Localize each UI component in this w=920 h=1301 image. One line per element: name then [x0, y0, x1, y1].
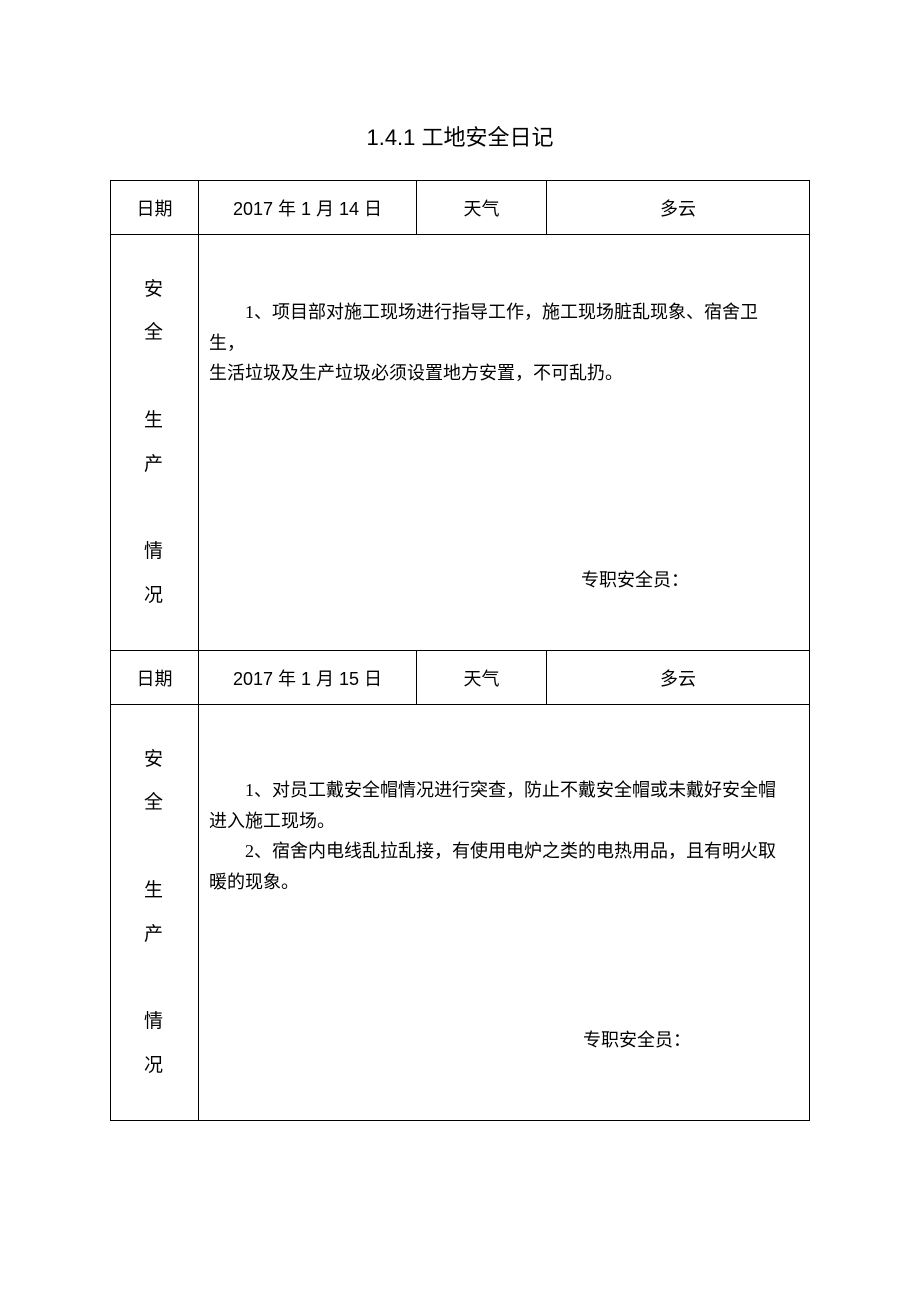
page-container: 1.4.1 工地安全日记 日期 2017 年 1 月 14 日 天气 多云 安全… — [0, 0, 920, 1121]
signature-label: 专职安全员： — [581, 566, 689, 592]
side-label: 安全生产情况 — [111, 705, 199, 1121]
signature-label: 专职安全员： — [583, 1026, 691, 1052]
document-title: 1.4.1 工地安全日记 — [110, 120, 810, 152]
content-line: 进入施工现场。 — [209, 806, 789, 837]
weather-label: 天气 — [417, 181, 547, 235]
content-line: 暖的现象。 — [209, 867, 789, 898]
content-line: 2、宿舍内电线乱拉乱接，有使用电炉之类的电热用品，且有明火取 — [209, 836, 789, 867]
content-body: 1、对员工戴安全帽情况进行突查，防止不戴安全帽或未戴好安全帽 进入施工现场。 2… — [199, 705, 809, 897]
date-value: 2017 年 1 月 14 日 — [199, 181, 417, 235]
content-line: 生活垃圾及生产垃圾必须设置地方安置，不可乱扔。 — [209, 358, 789, 389]
content-line: 1、项目部对施工现场进行指导工作，施工现场脏乱现象、宿舍卫生， — [209, 297, 789, 358]
date-label: 日期 — [111, 181, 199, 235]
entry-content-row: 安全生产情况 1、项目部对施工现场进行指导工作，施工现场脏乱现象、宿舍卫生， 生… — [111, 235, 810, 651]
content-line: 1、对员工戴安全帽情况进行突查，防止不戴安全帽或未戴好安全帽 — [209, 775, 789, 806]
date-value: 2017 年 1 月 15 日 — [199, 651, 417, 705]
entry-header-row: 日期 2017 年 1 月 14 日 天气 多云 — [111, 181, 810, 235]
content-cell: 1、对员工戴安全帽情况进行突查，防止不戴安全帽或未戴好安全帽 进入施工现场。 2… — [199, 705, 810, 1121]
entry-content-row: 安全生产情况 1、对员工戴安全帽情况进行突查，防止不戴安全帽或未戴好安全帽 进入… — [111, 705, 810, 1121]
weather-value: 多云 — [547, 651, 810, 705]
entry-header-row: 日期 2017 年 1 月 15 日 天气 多云 — [111, 651, 810, 705]
content-body: 1、项目部对施工现场进行指导工作，施工现场脏乱现象、宿舍卫生， 生活垃圾及生产垃… — [199, 235, 809, 389]
safety-log-table: 日期 2017 年 1 月 14 日 天气 多云 安全生产情况 1、项目部对施工… — [110, 180, 810, 1121]
weather-label: 天气 — [417, 651, 547, 705]
content-cell: 1、项目部对施工现场进行指导工作，施工现场脏乱现象、宿舍卫生， 生活垃圾及生产垃… — [199, 235, 810, 651]
weather-value: 多云 — [547, 181, 810, 235]
side-label: 安全生产情况 — [111, 235, 199, 651]
date-label: 日期 — [111, 651, 199, 705]
